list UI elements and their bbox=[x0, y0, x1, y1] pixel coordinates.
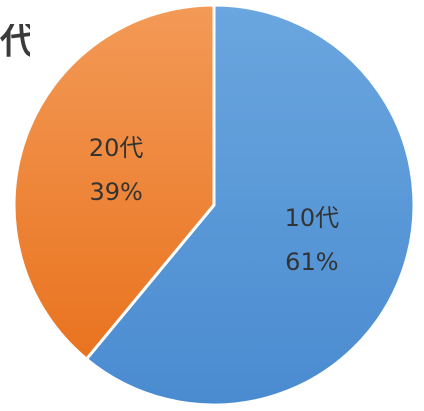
slice-percent-label: 39% bbox=[89, 178, 142, 206]
chart-title-fragment: 代 bbox=[0, 24, 30, 60]
slice-category-label: 10代 bbox=[285, 204, 340, 232]
pie-slice-1 bbox=[85, 3, 416, 407]
pie-slice-2 bbox=[12, 3, 216, 361]
slice-percent-label: 61% bbox=[285, 248, 338, 276]
slice-category-label: 20代 bbox=[89, 134, 144, 162]
